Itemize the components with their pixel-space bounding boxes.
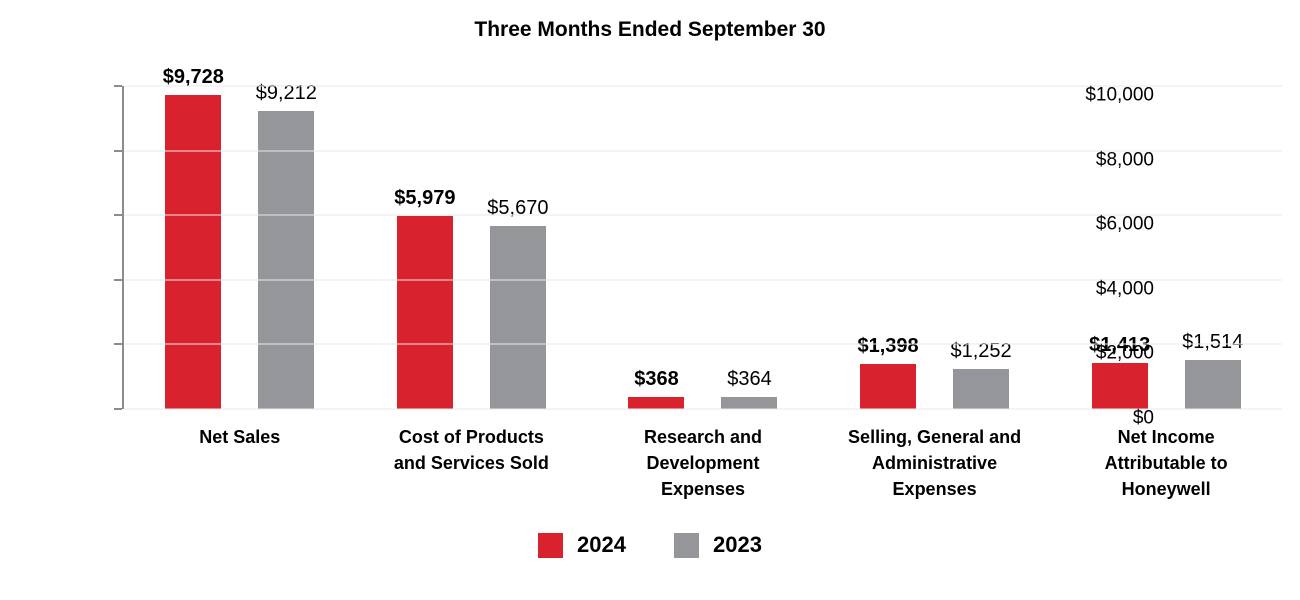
bar-value-label: $1,514 xyxy=(1182,331,1244,354)
chart-title: Three Months Ended September 30 xyxy=(474,18,826,41)
bar-value-label: $5,979 xyxy=(394,186,456,209)
category-label: Cost of Products and Services Sold xyxy=(393,427,549,473)
category-label: Net Income Attributable to Honeywell xyxy=(1104,427,1228,499)
legend-label: 2023 xyxy=(713,532,762,557)
gridline xyxy=(124,408,1282,410)
bar-2024: $9,728 xyxy=(163,66,224,409)
legend-label: 2024 xyxy=(577,532,626,557)
bar-2023: $9,212 xyxy=(256,82,317,409)
bar-2023: $1,252 xyxy=(950,340,1012,409)
gridline xyxy=(124,343,1282,345)
legend-swatch-2023 xyxy=(674,532,699,558)
y-axis-tick xyxy=(114,149,122,152)
gridline xyxy=(124,214,1282,216)
legend-item-2023: 2023 xyxy=(674,532,762,558)
bar-value-label: $364 xyxy=(727,368,772,391)
y-axis-label: $10,000 xyxy=(1085,84,1154,106)
legend-item-2024: 2024 xyxy=(538,532,626,558)
gridline xyxy=(124,150,1282,152)
bar-group: $368 $364 xyxy=(587,86,819,409)
category-label: Research and Development Expenses xyxy=(643,427,763,499)
y-axis-tick xyxy=(114,343,122,346)
bar-value-label: $9,212 xyxy=(255,82,317,105)
y-axis-tick xyxy=(114,214,122,217)
bar-value-label: $1,398 xyxy=(857,334,919,357)
bar-2024: $1,398 xyxy=(857,335,919,409)
y-axis-line xyxy=(122,86,124,409)
bar-value-label: $9,728 xyxy=(162,65,224,88)
legend-swatch-2024 xyxy=(538,532,564,558)
bar-value-label: $368 xyxy=(634,368,679,391)
bar-group: $5,979 $5,670 xyxy=(356,86,588,409)
y-axis-label: $6,000 xyxy=(1095,213,1154,235)
bar-2024: $5,979 xyxy=(394,187,455,409)
bar-2024: $368 xyxy=(628,368,685,409)
bar-value-label: $5,670 xyxy=(487,196,549,219)
category-label: Selling, General and Administrative Expe… xyxy=(848,427,1022,499)
bar-2023: $364 xyxy=(721,368,778,409)
bar-2024: $1,413 xyxy=(1089,334,1150,409)
y-axis-tick xyxy=(114,408,122,410)
gridline xyxy=(124,279,1282,281)
bar-value-label: $1,413 xyxy=(1089,334,1151,357)
bar-value-label: $1,252 xyxy=(950,339,1012,362)
bars-row: $9,728 $9,212 $5,979 $5,670 $368 $364 $1,398 $1… xyxy=(124,66,1282,409)
bar-2023: $1,514 xyxy=(1182,331,1243,409)
y-axis-tick xyxy=(114,85,122,87)
y-axis-label: $0 xyxy=(1132,407,1154,429)
bar-2023: $5,670 xyxy=(487,197,548,409)
bar-group: $1,413 $1,514 xyxy=(1050,86,1282,409)
bar-group: $9,728 $9,212 xyxy=(124,66,356,409)
bar-group: $1,398 $1,252 xyxy=(819,86,1051,409)
gridline xyxy=(124,85,1282,87)
legend: 2024 2023 xyxy=(0,532,1300,558)
category-axis: Net Sales Cost of Products and Services S… xyxy=(124,424,1282,502)
category-label: Net Sales xyxy=(199,427,281,447)
plot-area: $9,728 $9,212 $5,979 $5,670 $368 $364 $1,398 $1… xyxy=(114,66,1282,428)
y-axis-tick xyxy=(114,278,122,281)
y-axis-label: $2,000 xyxy=(1095,342,1154,364)
y-axis-label: $8,000 xyxy=(1095,149,1154,171)
y-axis-label: $4,000 xyxy=(1095,278,1154,300)
